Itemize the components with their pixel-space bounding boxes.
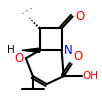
Text: H: H xyxy=(7,45,15,55)
Text: OH: OH xyxy=(83,71,99,81)
Polygon shape xyxy=(38,26,41,29)
Polygon shape xyxy=(31,20,33,22)
Polygon shape xyxy=(33,22,36,24)
Text: N: N xyxy=(64,44,72,57)
Text: O: O xyxy=(76,10,85,23)
Text: - - -: - - - xyxy=(20,4,34,15)
Text: O: O xyxy=(74,50,83,63)
Polygon shape xyxy=(22,48,40,52)
Text: O: O xyxy=(15,52,24,65)
Polygon shape xyxy=(35,24,38,27)
Polygon shape xyxy=(29,17,30,19)
